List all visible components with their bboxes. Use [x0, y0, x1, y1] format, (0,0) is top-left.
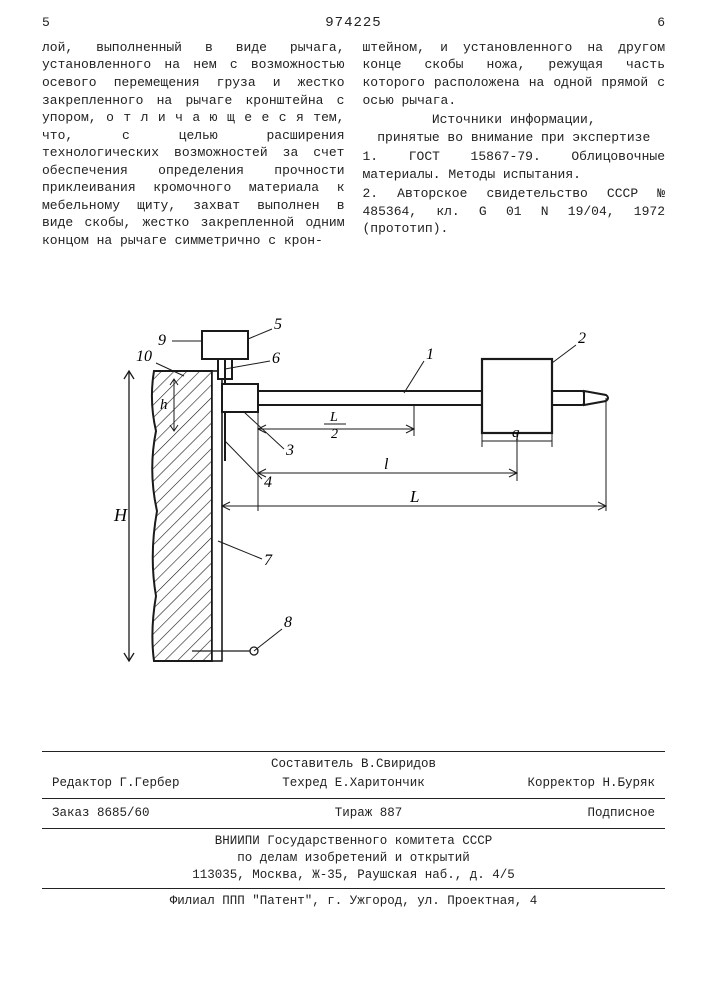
label-q: q: [512, 425, 520, 441]
compiler: Составитель В.Свиридов: [42, 756, 665, 773]
refs-title: Источники информации, принятые во вниман…: [363, 111, 666, 146]
label-L2: L 2: [324, 410, 346, 442]
label-l: l: [384, 456, 389, 473]
label-h-dim: h: [160, 397, 168, 413]
left-para: лой, выполненный в виде рычага, установл…: [42, 39, 345, 250]
branch: Филиал ППП "Патент", г. Ужгород, ул. Про…: [42, 893, 665, 910]
rule-4: [42, 888, 665, 889]
rule-3: [42, 828, 665, 829]
leader-1: [404, 361, 424, 393]
label-6: 6: [272, 350, 280, 367]
right-para: штейном, и установленного на другом конц…: [363, 39, 666, 109]
header-row: 5 974225 6: [42, 14, 665, 33]
label-8: 8: [284, 614, 292, 631]
label-5: 5: [274, 316, 282, 333]
corrector: Корректор Н.Буряк: [527, 775, 655, 792]
techred: Техред Е.Харитончик: [282, 775, 425, 792]
leader-8: [254, 629, 282, 651]
leader-4: [225, 441, 262, 479]
leader-2: [552, 345, 576, 363]
editor: Редактор Г.Гербер: [52, 775, 180, 792]
figure: H 8 9 5 6 10 h: [94, 311, 614, 701]
page-right: 6: [657, 14, 665, 33]
label-3: 3: [285, 442, 294, 459]
leader-5: [248, 329, 272, 339]
label-L2-den: 2: [331, 427, 338, 442]
rule-1: [42, 751, 665, 752]
label-9: 9: [158, 332, 166, 349]
text-columns: лой, выполненный в виде рычага, установл…: [42, 39, 665, 252]
strip-7: [212, 371, 222, 661]
tirazh: Тираж 887: [335, 805, 403, 822]
label-Lfull: L: [409, 487, 419, 506]
label-7: 7: [264, 552, 273, 569]
label-1: 1: [426, 346, 434, 363]
page-left: 5: [42, 14, 50, 33]
org2: по делам изобретений и открытий: [42, 850, 665, 867]
right-column: штейном, и установленного на другом конц…: [363, 39, 666, 252]
rule-2: [42, 798, 665, 799]
hub-3: [222, 384, 258, 412]
order: Заказ 8685/60: [52, 805, 150, 822]
label-2: 2: [578, 330, 586, 347]
org1: ВНИИПИ Государственного комитета СССР: [42, 833, 665, 850]
ref-2: 2. Авторское свидетельство СССР № 485364…: [363, 185, 666, 238]
subscript: Подписное: [587, 805, 655, 822]
addr1: 113035, Москва, Ж-35, Раушская наб., д. …: [42, 867, 665, 884]
leader-3: [244, 412, 284, 449]
panel-outline: [151, 371, 211, 661]
weight-2: [482, 359, 552, 433]
label-L2-num: L: [329, 410, 338, 425]
label-H: H: [113, 505, 128, 525]
label-10: 10: [136, 348, 152, 365]
ref-1: 1. ГОСТ 15867-79. Облицовочные материалы…: [363, 148, 666, 183]
footer-block: Составитель В.Свиридов Редактор Г.Гербер…: [42, 756, 665, 909]
leader-7: [218, 541, 262, 559]
doc-number: 974225: [50, 14, 657, 33]
left-column: лой, выполненный в виде рычага, установл…: [42, 39, 345, 252]
